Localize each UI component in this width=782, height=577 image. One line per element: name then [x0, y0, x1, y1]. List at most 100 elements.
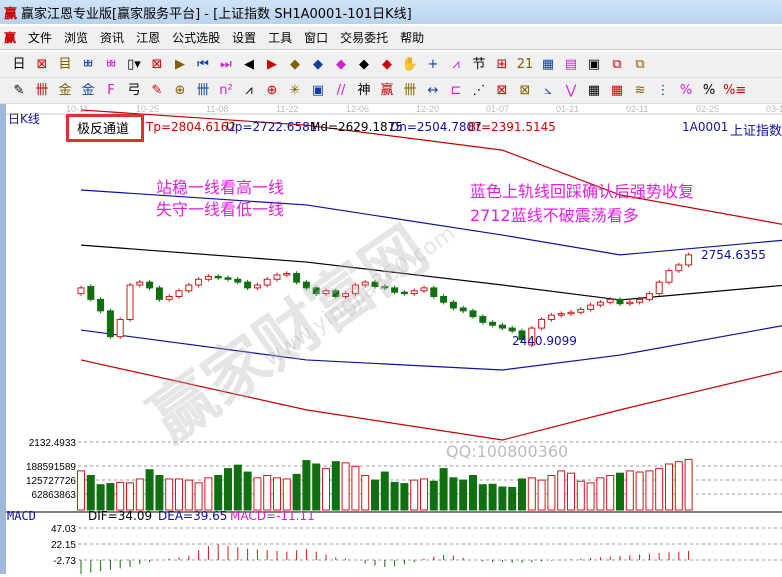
- toolbar-button-icon[interactable]: ⩘: [452, 56, 460, 72]
- volume-bar: [596, 477, 605, 511]
- toolbar-button-icon[interactable]: ⊠: [496, 82, 508, 98]
- toolbar-button-icon[interactable]: ▦: [610, 82, 624, 98]
- app-logo: 赢: [4, 6, 18, 22]
- volume-bar: [77, 470, 85, 511]
- candle-body: [244, 281, 252, 289]
- toolbar-button-icon[interactable]: 节: [472, 56, 486, 72]
- menu-item[interactable]: 资讯: [100, 31, 125, 45]
- menu-item[interactable]: 设置: [232, 31, 257, 45]
- toolbar-button-icon[interactable]: ✎: [13, 82, 25, 98]
- toolbar-button-icon[interactable]: ⧉: [635, 56, 645, 72]
- toolbar-button-icon[interactable]: ⊞: [496, 56, 508, 72]
- kline-chart[interactable]: 10-11 10-25 11-08 11-22 12-06 12-20 01-07 01-21…: [6, 104, 782, 574]
- toolbar-button-icon[interactable]: ✎: [151, 82, 163, 98]
- volume-bar: [371, 479, 379, 511]
- toolbar-button-icon[interactable]: F: [107, 82, 115, 98]
- toolbar-button-icon[interactable]: ▣: [587, 56, 601, 72]
- toolbar-button-icon[interactable]: ⊕: [174, 82, 186, 98]
- volume-bar: [194, 482, 203, 511]
- macd-value: MACD=-11.11: [230, 509, 315, 523]
- toolbar-button-icon[interactable]: ⩘: [245, 82, 253, 98]
- volume-bar: [204, 477, 213, 511]
- chart-area[interactable]: 10-11 10-25 11-08 11-22 12-06 12-20 01-07 01-21…: [0, 104, 782, 574]
- toolbar-button-icon[interactable]: ▤: [564, 56, 578, 72]
- toolbar-button-icon[interactable]: ⊠: [519, 82, 531, 98]
- toolbar-button-icon[interactable]: ⏭: [220, 56, 232, 72]
- toolbar-button-icon[interactable]: ⏮: [197, 56, 209, 72]
- toolbar-button-icon[interactable]: ◆: [290, 56, 300, 72]
- toolbar-button-icon[interactable]: 弓: [127, 82, 141, 98]
- toolbar-button-icon[interactable]: ▦: [587, 82, 601, 98]
- menu-item[interactable]: 文件: [28, 31, 53, 45]
- toolbar-button-icon[interactable]: ⧉: [612, 56, 622, 72]
- toolbar-button-icon[interactable]: ▦: [541, 56, 555, 72]
- volume-bar: [478, 484, 487, 511]
- menu-item[interactable]: 帮助: [400, 31, 425, 45]
- toolbar-button-icon[interactable]: ◆: [336, 56, 346, 72]
- candle-body: [253, 284, 261, 289]
- indicator-name[interactable]: 极反通道: [66, 114, 144, 142]
- volume-bar: [606, 475, 615, 511]
- toolbar-button-icon[interactable]: %: [679, 82, 693, 98]
- toolbar-button-icon[interactable]: ◆: [359, 56, 369, 72]
- volume-bar: [302, 460, 311, 511]
- volume-bar: [106, 483, 115, 511]
- toolbar-button-icon[interactable]: 卌: [35, 82, 49, 98]
- toolbar-button-icon[interactable]: 日▾: [12, 56, 26, 90]
- toolbar-button-icon[interactable]: ⊕: [266, 82, 278, 98]
- toolbar-button-icon[interactable]: %≡: [723, 82, 747, 98]
- candle-body: [391, 287, 399, 293]
- toolbar-button-icon[interactable]: 21: [516, 56, 534, 72]
- toolbar-button-icon[interactable]: ⋁: [565, 82, 577, 98]
- toolbar-button-icon[interactable]: ≋: [634, 82, 646, 98]
- toolbar-button-icon[interactable]: 神: [357, 82, 371, 98]
- candle-body: [655, 281, 663, 295]
- toolbar-button-icon[interactable]: ◀: [244, 56, 254, 72]
- toolbar-button-icon[interactable]: ◆: [382, 56, 392, 72]
- menu-item[interactable]: 浏览: [64, 31, 89, 45]
- window-title: 赢家江恩专业版[赢家服务平台] - [上证指数 SH1A0001-101日K线]: [21, 6, 412, 22]
- menu-item[interactable]: 交易委托: [340, 31, 389, 45]
- toolbar-button-icon[interactable]: 金: [81, 82, 95, 98]
- toolbar-button-icon[interactable]: ▶: [267, 56, 277, 72]
- toolbar-button-icon[interactable]: ✳: [289, 82, 301, 98]
- toolbar-button-icon[interactable]: ▣: [311, 82, 325, 98]
- menu-item[interactable]: 江恩: [136, 31, 161, 45]
- volume-bar: [292, 473, 301, 511]
- menu-item[interactable]: 窗口: [304, 31, 329, 45]
- toolbar-button-icon[interactable]: 卌: [196, 82, 210, 98]
- toolbar-button-icon[interactable]: ⊠: [151, 56, 163, 72]
- candle-body: [195, 278, 203, 286]
- toolbar-button-icon[interactable]: ⦣: [544, 82, 552, 98]
- toolbar-button-icon[interactable]: ⋰: [472, 82, 486, 98]
- toolbar-button-icon[interactable]: 赢: [380, 82, 394, 98]
- volume-bar: [263, 475, 272, 511]
- toolbar-button-icon[interactable]: //: [336, 82, 346, 98]
- toolbar-button-icon[interactable]: ▶: [175, 56, 185, 72]
- toolbar-button-icon[interactable]: ㅃ: [82, 56, 94, 72]
- candle-body: [567, 311, 575, 315]
- toolbar-button-icon[interactable]: ㅃ: [105, 56, 117, 72]
- toolbar-button-icon[interactable]: ◆: [313, 56, 323, 72]
- toolbar-button-icon[interactable]: ⊏: [450, 82, 462, 98]
- volume-bar: [459, 479, 468, 511]
- toolbar-button-icon[interactable]: ↔: [427, 82, 439, 98]
- volume-bar: [557, 470, 566, 511]
- candle-body: [430, 287, 438, 298]
- toolbar-button-icon[interactable]: n²: [219, 82, 233, 98]
- toolbar-button-icon[interactable]: 金: [58, 82, 72, 98]
- toolbar-button-icon[interactable]: ✋: [401, 56, 419, 72]
- toolbar-button-icon[interactable]: 卌: [403, 82, 417, 98]
- toolbar-button-icon[interactable]: ⋮: [656, 82, 670, 98]
- toolbar-button-icon[interactable]: +: [427, 56, 439, 72]
- toolbar-button-icon[interactable]: 目: [58, 56, 72, 72]
- toolbar-button-icon[interactable]: ▯▾: [127, 56, 141, 72]
- date-tick: 02-11: [626, 104, 648, 114]
- toolbar-button-icon[interactable]: ⊠: [36, 56, 48, 72]
- menu-item[interactable]: 公式选股: [172, 31, 221, 45]
- candle-body: [146, 281, 154, 289]
- toolbar-button-icon[interactable]: %: [702, 82, 716, 98]
- menu-item[interactable]: 工具: [268, 31, 293, 45]
- candle-body: [508, 327, 516, 332]
- up-value: Up=2722.6581: [226, 120, 318, 134]
